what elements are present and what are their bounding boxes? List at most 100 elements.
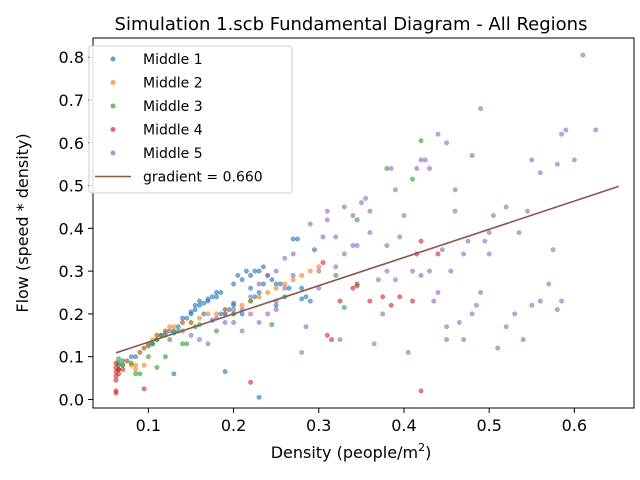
data-point (290, 277, 296, 283)
data-point (141, 386, 147, 392)
data-point (303, 324, 309, 330)
data-point (299, 296, 305, 302)
x-tick-label: 0.5 (476, 416, 501, 435)
data-point (316, 264, 322, 270)
data-point (410, 268, 415, 274)
data-point (269, 322, 275, 328)
data-point (214, 311, 219, 317)
data-point (248, 379, 254, 385)
data-point (184, 315, 190, 321)
data-point (256, 320, 262, 325)
y-tick-label: 0.8 (59, 48, 84, 67)
x-tick-label: 0.4 (391, 416, 416, 435)
data-point (435, 131, 441, 137)
data-point (324, 208, 330, 214)
y-tick-label: 0.5 (59, 177, 84, 196)
data-point (120, 367, 126, 372)
data-point (290, 251, 296, 257)
data-point (113, 377, 119, 383)
data-point (218, 311, 224, 317)
data-point (256, 290, 262, 295)
data-point (248, 272, 254, 278)
data-point (367, 230, 373, 236)
data-point (503, 204, 509, 210)
data-point (133, 367, 139, 372)
data-point (571, 157, 577, 163)
data-point (473, 302, 479, 308)
data-point (192, 307, 198, 313)
data-point (167, 324, 173, 330)
data-point (128, 360, 134, 366)
data-point (154, 364, 160, 370)
plot-area (113, 52, 619, 400)
data-point (167, 337, 173, 343)
data-point (418, 138, 424, 144)
data-point (354, 243, 360, 248)
data-point (150, 341, 156, 347)
y-tick-label: 0.2 (59, 305, 84, 324)
legend-marker (110, 150, 116, 156)
data-point (516, 230, 522, 236)
data-point (358, 200, 364, 206)
data-point (392, 277, 398, 283)
data-point (367, 208, 373, 214)
data-point (469, 311, 475, 317)
data-point (256, 294, 262, 300)
data-point (231, 300, 237, 306)
data-point (431, 298, 437, 304)
data-point (222, 369, 228, 375)
data-point (154, 332, 160, 338)
data-point (175, 324, 181, 330)
series-middle-4 (113, 238, 441, 396)
data-point (116, 367, 122, 372)
data-point (273, 268, 279, 274)
data-point (312, 247, 317, 253)
x-axis-label-end: ) (425, 443, 431, 462)
data-point (427, 268, 432, 274)
data-point (529, 157, 535, 163)
legend-marker (110, 127, 116, 132)
data-point (188, 309, 194, 315)
data-point (145, 354, 151, 360)
x-axis: 0.1 0.2 0.3 0.4 0.5 0.6 (136, 408, 587, 435)
data-point (141, 345, 147, 351)
data-point (401, 213, 407, 218)
data-point (231, 307, 237, 313)
data-point (427, 166, 432, 171)
data-point (324, 217, 330, 223)
data-point (265, 290, 271, 295)
data-point (388, 302, 394, 308)
data-point (171, 371, 177, 377)
data-point (222, 320, 228, 325)
data-point (299, 272, 305, 278)
data-point (277, 281, 283, 287)
data-point (559, 131, 565, 137)
data-point (410, 176, 415, 182)
data-point (341, 204, 347, 210)
y-tick-label: 0.0 (59, 390, 84, 409)
data-point (482, 238, 488, 244)
legend-label: Middle 5 (143, 146, 203, 162)
data-point (418, 157, 424, 163)
data-point (375, 277, 381, 283)
data-point (392, 187, 398, 193)
data-point (209, 294, 215, 300)
data-point (162, 354, 168, 360)
data-point (205, 311, 211, 317)
data-point (201, 300, 207, 306)
data-point (239, 328, 245, 334)
data-point (180, 320, 185, 325)
data-point (167, 328, 173, 334)
data-point (265, 272, 271, 278)
data-point (469, 153, 475, 159)
y-axis: 0.0 0.1 0.2 0.3 0.4 0.5 0.6 0.7 0.8 (59, 48, 93, 409)
data-point (478, 290, 484, 295)
chart-title: Simulation 1.scb Fundamental Diagram - A… (115, 14, 588, 35)
data-point (307, 221, 313, 227)
data-point (113, 360, 119, 366)
data-point (180, 341, 185, 347)
data-point (188, 332, 194, 338)
data-point (303, 294, 309, 300)
data-point (435, 290, 441, 295)
data-point (226, 307, 232, 313)
